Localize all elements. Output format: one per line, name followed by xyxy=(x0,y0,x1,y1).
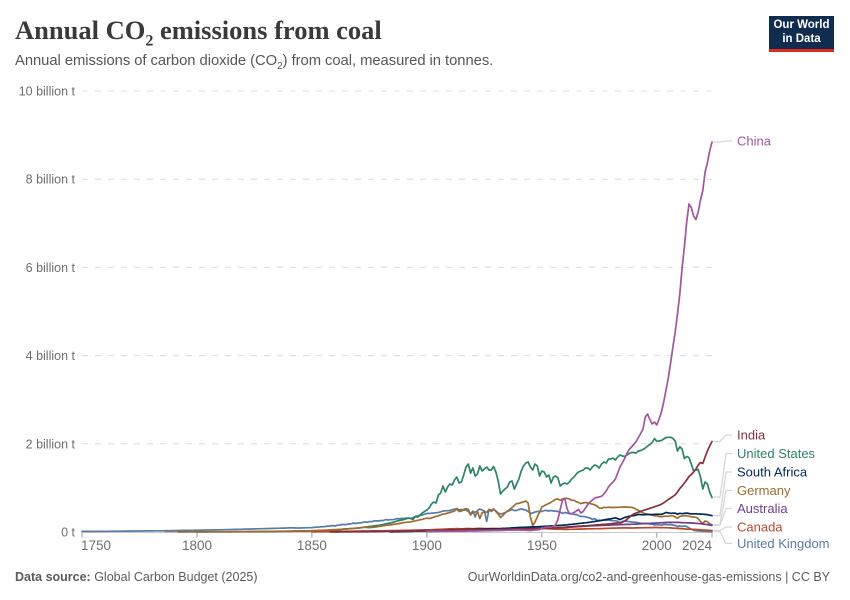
svg-text:1900: 1900 xyxy=(412,538,442,553)
svg-text:India: India xyxy=(737,428,766,443)
svg-text:8 billion t: 8 billion t xyxy=(26,173,76,187)
svg-text:Canada: Canada xyxy=(737,520,783,535)
svg-text:1850: 1850 xyxy=(297,538,327,553)
svg-text:2000: 2000 xyxy=(642,538,672,553)
svg-text:6 billion t: 6 billion t xyxy=(26,261,76,275)
svg-text:Germany: Germany xyxy=(737,483,791,498)
svg-text:10 billion t: 10 billion t xyxy=(19,85,76,99)
svg-text:Australia: Australia xyxy=(737,501,788,516)
svg-text:1750: 1750 xyxy=(81,538,111,553)
svg-text:United States: United States xyxy=(737,446,816,461)
svg-text:South Africa: South Africa xyxy=(737,465,808,480)
svg-text:0 t: 0 t xyxy=(61,526,75,540)
svg-text:2 billion t: 2 billion t xyxy=(26,437,76,451)
svg-text:China: China xyxy=(737,134,772,149)
svg-text:2024: 2024 xyxy=(682,538,713,553)
svg-text:4 billion t: 4 billion t xyxy=(26,349,76,363)
svg-text:1950: 1950 xyxy=(527,538,557,553)
svg-text:United Kingdom: United Kingdom xyxy=(737,536,830,551)
svg-text:1800: 1800 xyxy=(182,538,212,553)
